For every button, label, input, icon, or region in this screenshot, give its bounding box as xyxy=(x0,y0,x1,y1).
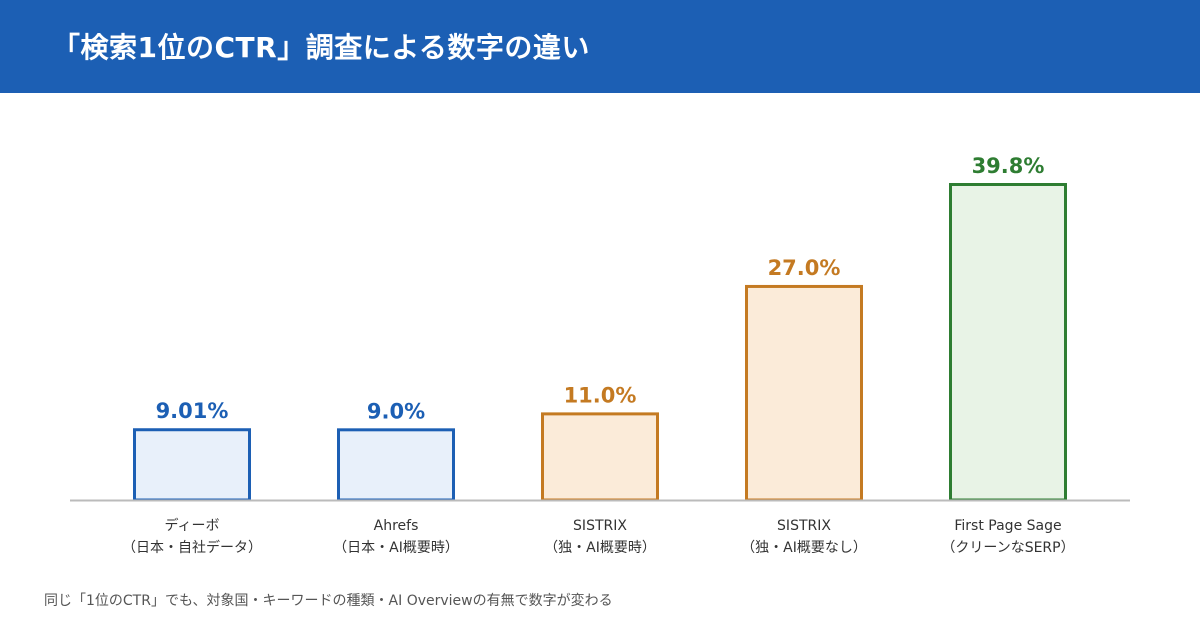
category-sublabel-2: （日本・AI概要時） xyxy=(333,540,459,556)
category-label-1: ディーボ xyxy=(164,517,219,534)
category-sublabel-3: （独・AI概要時） xyxy=(544,540,656,556)
category-label-5: First Page Sage xyxy=(954,518,1061,534)
category-label-4: SISTRIX xyxy=(777,518,831,534)
bar-1 xyxy=(133,428,251,502)
bar-4 xyxy=(745,284,863,502)
data-label-2: 9.0% xyxy=(367,399,425,423)
category-sublabel-1: （日本・自社データ） xyxy=(122,539,262,556)
data-label-1: 9.01% xyxy=(156,399,229,423)
category-sublabel-4: （独・AI概要なし） xyxy=(741,540,867,556)
category-sublabel-5: （クリーンなSERP） xyxy=(941,540,1074,556)
bar-5 xyxy=(949,183,1067,502)
data-label-4: 27.0% xyxy=(768,256,841,280)
data-label-3: 11.0% xyxy=(564,383,637,407)
chart-title: 「検索1位のCTR」調査による数字の違い xyxy=(52,31,590,64)
footnote: 同じ「1位のCTR」でも、対象国・キーワードの種類・AI Overviewの有無… xyxy=(44,593,613,609)
category-label-3: SISTRIX xyxy=(573,518,627,534)
bar-3 xyxy=(541,412,659,502)
header-banner: 「検索1位のCTR」調査による数字の違い xyxy=(0,0,1200,93)
data-label-5: 39.8% xyxy=(972,154,1045,178)
bar-2 xyxy=(337,428,455,502)
category-label-2: Ahrefs xyxy=(374,518,419,534)
